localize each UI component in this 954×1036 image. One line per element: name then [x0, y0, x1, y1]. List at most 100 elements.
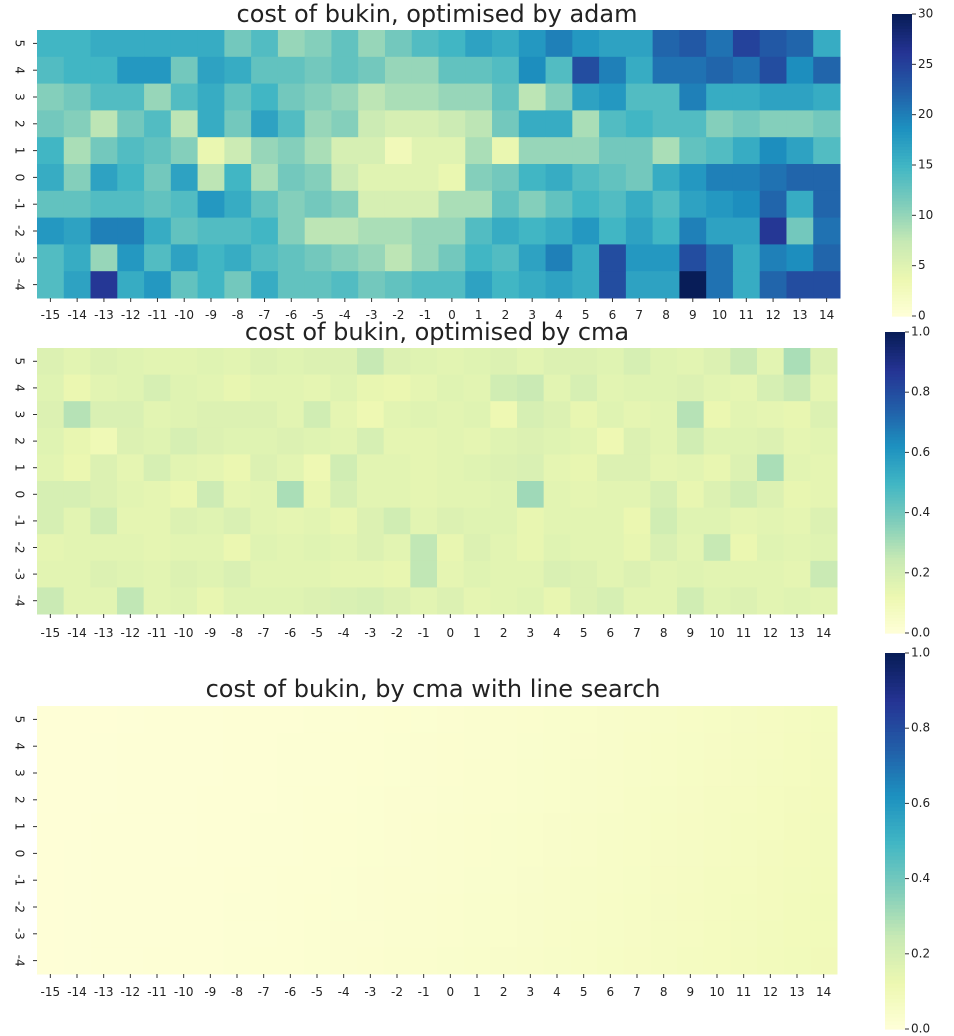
- heatmap-cell: [545, 164, 573, 192]
- heatmap-cell: [170, 786, 198, 814]
- heatmap-cell: [677, 454, 705, 482]
- heatmap-cell: [437, 840, 465, 868]
- chart-title: cost of bukin, by cma with line search: [206, 675, 661, 703]
- colorbar-segment: [885, 686, 905, 692]
- colorbar-segment: [885, 584, 905, 589]
- colorbar-segment: [885, 560, 905, 565]
- heatmap-cell: [703, 481, 731, 509]
- x-tick-label: 9: [687, 985, 695, 999]
- heatmap-cell: [63, 190, 92, 219]
- heatmap-cell: [144, 30, 172, 58]
- heatmap-cell: [358, 190, 386, 219]
- heatmap-cell: [197, 83, 225, 111]
- y-tick-label: 3: [13, 93, 27, 101]
- colorbar-segment: [892, 198, 912, 202]
- colorbar-segment: [885, 777, 905, 782]
- x-tick-label: -6: [285, 308, 297, 322]
- heatmap-cell: [437, 759, 465, 787]
- heatmap-cell: [143, 454, 171, 482]
- heatmap-cell: [813, 110, 841, 138]
- colorbar-segment: [892, 56, 912, 60]
- colorbar-segment: [892, 140, 912, 145]
- heatmap-cell: [250, 374, 278, 402]
- heatmap-cell: [810, 560, 838, 588]
- heatmap-cell: [465, 83, 493, 111]
- x-tick-label: 5: [580, 985, 588, 999]
- heatmap-cell: [357, 427, 385, 455]
- heatmap-cell: [358, 271, 386, 299]
- heatmap-cell: [599, 30, 627, 58]
- colorbar-segment: [885, 788, 905, 793]
- colorbar-segment: [885, 566, 905, 571]
- heatmap-cell: [197, 401, 225, 429]
- heatmap-cell: [63, 427, 91, 455]
- heatmap-cell: [570, 920, 598, 948]
- x-tick-label: 8: [660, 985, 668, 999]
- heatmap-cell: [223, 732, 251, 761]
- heatmap-cell: [37, 244, 65, 272]
- heatmap-cell: [650, 840, 678, 868]
- colorbar-segment: [885, 398, 905, 402]
- heatmap-cell: [224, 137, 252, 165]
- heatmap-cell: [37, 920, 65, 948]
- colorbar-segment: [892, 152, 912, 157]
- heatmap-cell: [143, 587, 171, 615]
- heatmap-cell: [223, 813, 251, 841]
- heatmap-cell: [679, 30, 707, 58]
- heatmap-cell: [63, 507, 91, 535]
- heatmap-cell: [679, 164, 707, 192]
- heatmap-cell: [117, 920, 145, 948]
- heatmap-cell: [277, 374, 305, 402]
- heatmap-cell: [170, 481, 198, 509]
- heatmap-cell: [490, 560, 518, 588]
- heatmap-cell: [810, 481, 838, 509]
- heatmap-cell: [143, 374, 171, 402]
- heatmap-cell: [197, 732, 225, 761]
- heatmap-cell: [383, 587, 411, 615]
- colorbar-segment: [885, 656, 905, 662]
- heatmap-cell: [223, 560, 251, 588]
- heatmap-cell: [90, 732, 118, 761]
- colorbar-segment: [885, 500, 905, 505]
- colorbar-segment: [885, 773, 905, 778]
- colorbar-segment: [885, 521, 905, 526]
- heatmap-cell: [677, 786, 705, 814]
- colorbar-segment: [885, 784, 905, 789]
- heatmap-cell: [677, 348, 705, 376]
- heatmap-cell: [250, 427, 278, 455]
- colorbar-segment: [885, 1013, 905, 1019]
- heatmap-cell: [303, 866, 331, 895]
- heatmap-cell: [411, 190, 439, 219]
- heatmap-cell: [652, 83, 680, 111]
- heatmap-cell: [224, 110, 252, 138]
- colorbar-segment: [885, 599, 905, 604]
- heatmap-cell: [490, 840, 518, 868]
- colorbar-segment: [892, 258, 912, 263]
- colorbar-segment: [885, 503, 905, 508]
- heatmap-cell: [757, 759, 785, 787]
- x-tick-label: -2: [392, 308, 404, 322]
- heatmap-cell: [679, 110, 707, 138]
- heatmap-cell: [197, 947, 225, 975]
- heatmap-cell: [304, 164, 332, 192]
- heatmap-cell: [783, 866, 811, 895]
- x-tick-label: -10: [174, 985, 194, 999]
- heatmap-cell: [170, 137, 199, 165]
- heatmap-cell: [144, 137, 172, 165]
- heatmap-cell: [170, 30, 199, 58]
- heatmap-cell: [37, 534, 65, 562]
- heatmap-cell: [518, 271, 547, 299]
- heatmap-cell: [144, 110, 172, 138]
- colorbar-segment: [892, 228, 912, 233]
- x-tick-label: 12: [763, 626, 778, 640]
- heatmap-cell: [383, 866, 411, 895]
- heatmap-cell: [63, 813, 91, 841]
- colorbar-segment: [885, 449, 905, 453]
- heatmap-cell: [570, 732, 598, 761]
- colorbar-segment: [885, 371, 905, 375]
- colorbar-segment: [885, 575, 905, 580]
- heatmap-cell: [810, 866, 838, 895]
- heatmap-cell: [197, 920, 225, 948]
- heatmap-cell: [357, 893, 385, 921]
- heatmap-cell: [384, 217, 413, 245]
